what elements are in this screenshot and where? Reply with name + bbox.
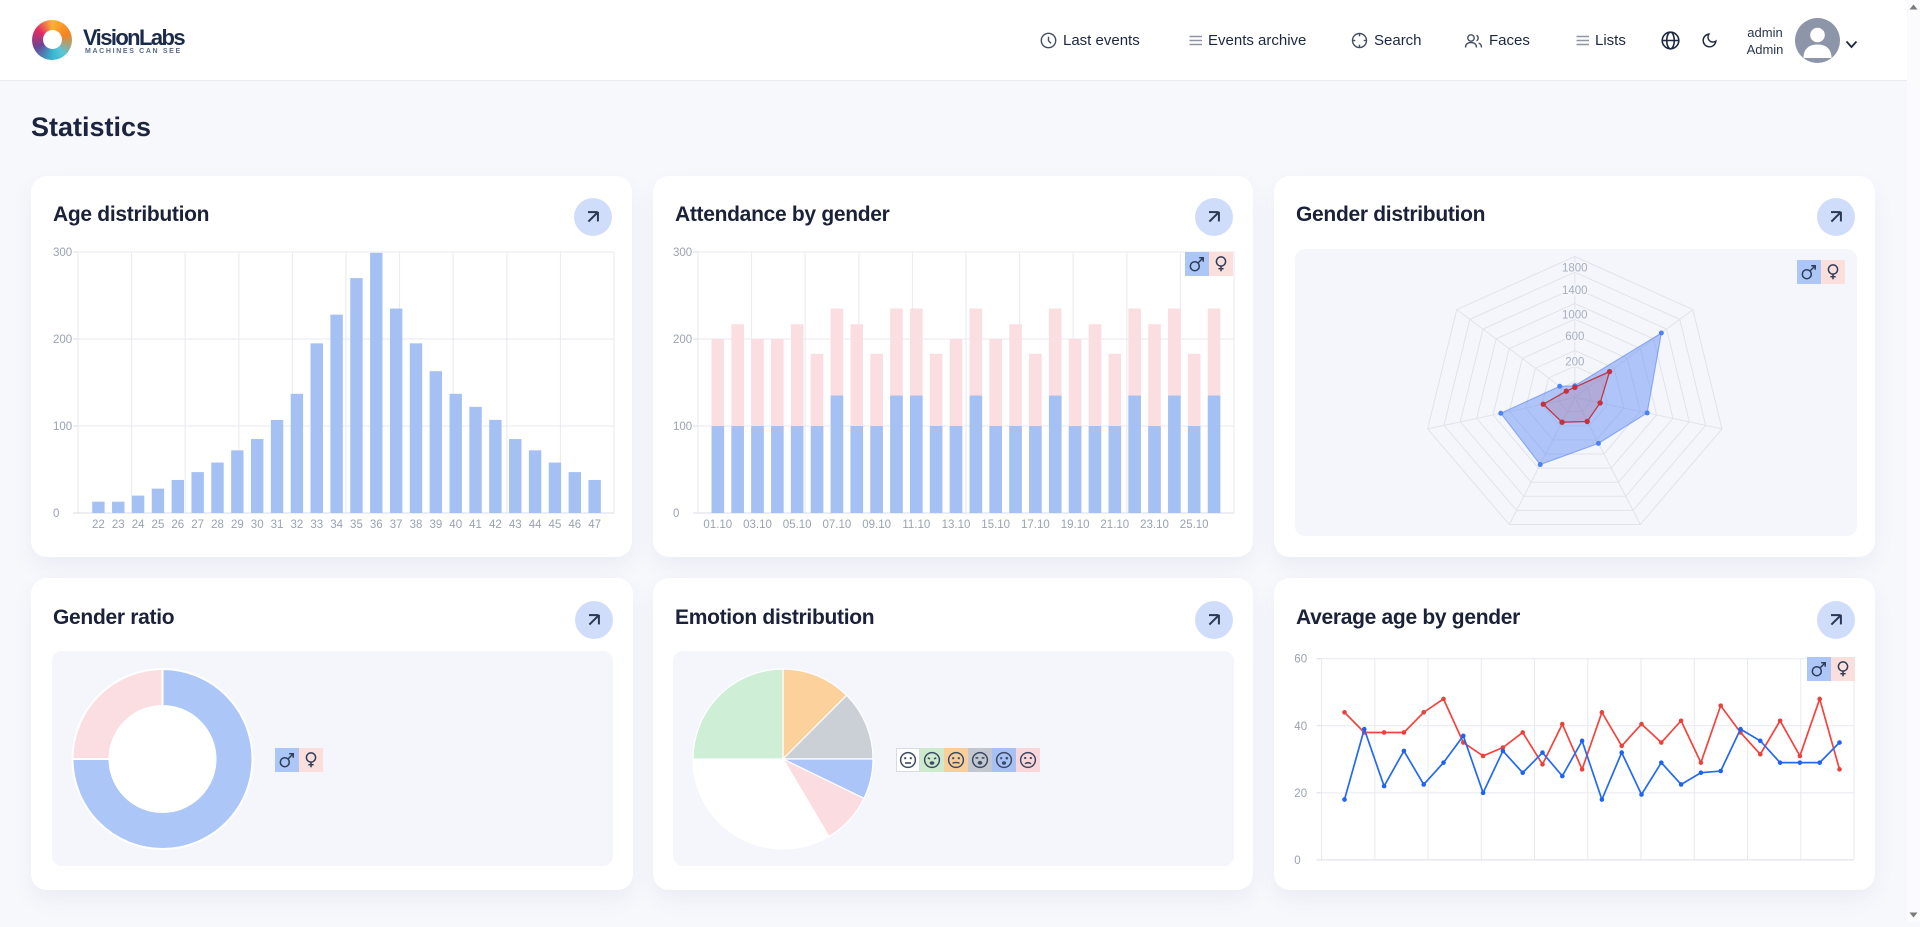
svg-text:35: 35: [350, 519, 363, 531]
svg-text:1800: 1800: [1562, 263, 1588, 275]
svg-text:200: 200: [53, 334, 72, 346]
svg-text:0: 0: [673, 508, 679, 520]
svg-text:28: 28: [211, 519, 224, 531]
svg-text:1400: 1400: [1562, 285, 1588, 297]
svg-text:05.10: 05.10: [783, 519, 812, 531]
svg-text:26: 26: [171, 519, 184, 531]
svg-text:03.10: 03.10: [743, 519, 772, 531]
svg-text:34: 34: [330, 519, 343, 531]
svg-text:37: 37: [390, 519, 403, 531]
svg-text:45: 45: [549, 519, 562, 531]
svg-text:41: 41: [469, 519, 482, 531]
svg-text:1000: 1000: [1562, 310, 1588, 322]
svg-text:19.10: 19.10: [1061, 519, 1090, 531]
svg-text:300: 300: [673, 247, 692, 259]
svg-text:25: 25: [152, 519, 165, 531]
svg-text:200: 200: [673, 334, 692, 346]
svg-text:38: 38: [410, 519, 423, 531]
svg-text:29: 29: [231, 519, 244, 531]
svg-text:40: 40: [1294, 721, 1307, 733]
svg-text:07.10: 07.10: [823, 519, 852, 531]
svg-text:100: 100: [673, 421, 692, 433]
svg-text:0: 0: [53, 508, 59, 520]
svg-text:11.10: 11.10: [902, 519, 930, 531]
svg-text:32: 32: [291, 519, 304, 531]
svg-text:22: 22: [92, 519, 105, 531]
svg-text:23: 23: [112, 519, 125, 531]
svg-text:25.10: 25.10: [1180, 519, 1209, 531]
svg-text:100: 100: [53, 421, 72, 433]
svg-text:31: 31: [271, 519, 284, 531]
svg-text:33: 33: [310, 519, 323, 531]
svg-text:46: 46: [568, 519, 581, 531]
svg-text:43: 43: [509, 519, 522, 531]
svg-text:27: 27: [191, 519, 204, 531]
svg-text:15.10: 15.10: [981, 519, 1010, 531]
svg-text:300: 300: [53, 247, 72, 259]
svg-text:42: 42: [489, 519, 502, 531]
svg-text:09.10: 09.10: [862, 519, 891, 531]
svg-text:47: 47: [588, 519, 601, 531]
svg-text:0: 0: [1294, 855, 1300, 867]
svg-text:44: 44: [529, 519, 542, 531]
svg-text:24: 24: [132, 519, 145, 531]
svg-text:39: 39: [429, 519, 442, 531]
svg-text:01.10: 01.10: [703, 519, 732, 531]
svg-text:40: 40: [449, 519, 462, 531]
svg-text:17.10: 17.10: [1021, 519, 1050, 531]
svg-text:21.10: 21.10: [1100, 519, 1129, 531]
svg-text:600: 600: [1565, 331, 1584, 343]
svg-text:36: 36: [370, 519, 383, 531]
svg-text:23.10: 23.10: [1140, 519, 1169, 531]
svg-text:30: 30: [251, 519, 264, 531]
svg-text:20: 20: [1294, 788, 1307, 800]
svg-text:60: 60: [1294, 654, 1307, 666]
svg-text:200: 200: [1565, 357, 1584, 369]
svg-text:13.10: 13.10: [942, 519, 971, 531]
